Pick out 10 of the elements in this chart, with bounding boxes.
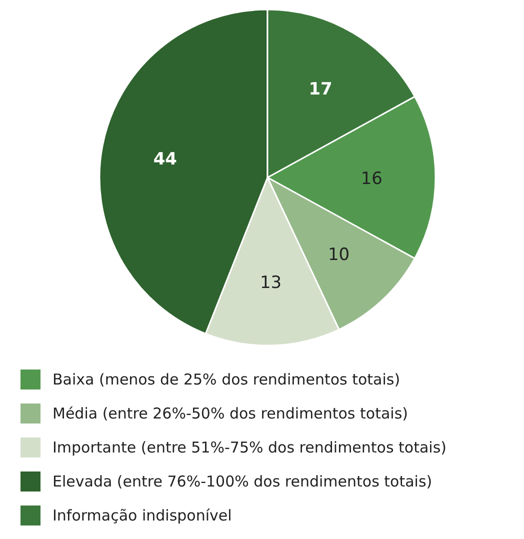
legend-label: Média (entre 26%-50% dos rendimentos totais) — [52, 404, 408, 422]
legend-label: Importante (entre 51%-75% dos rendimentos totais) — [52, 438, 447, 456]
legend-label: Informação indisponível — [52, 506, 232, 524]
data-label: 16 — [360, 169, 382, 189]
legend-label: Elevada (entre 76%-100% dos rendimentos totais) — [52, 472, 432, 490]
data-label: 10 — [328, 244, 350, 265]
data-label: 13 — [260, 273, 282, 294]
data-label: 44 — [153, 149, 178, 170]
data-label: 17 — [308, 79, 332, 100]
legend-label: Baixa (menos de 25% dos rendimentos totais) — [52, 370, 400, 388]
